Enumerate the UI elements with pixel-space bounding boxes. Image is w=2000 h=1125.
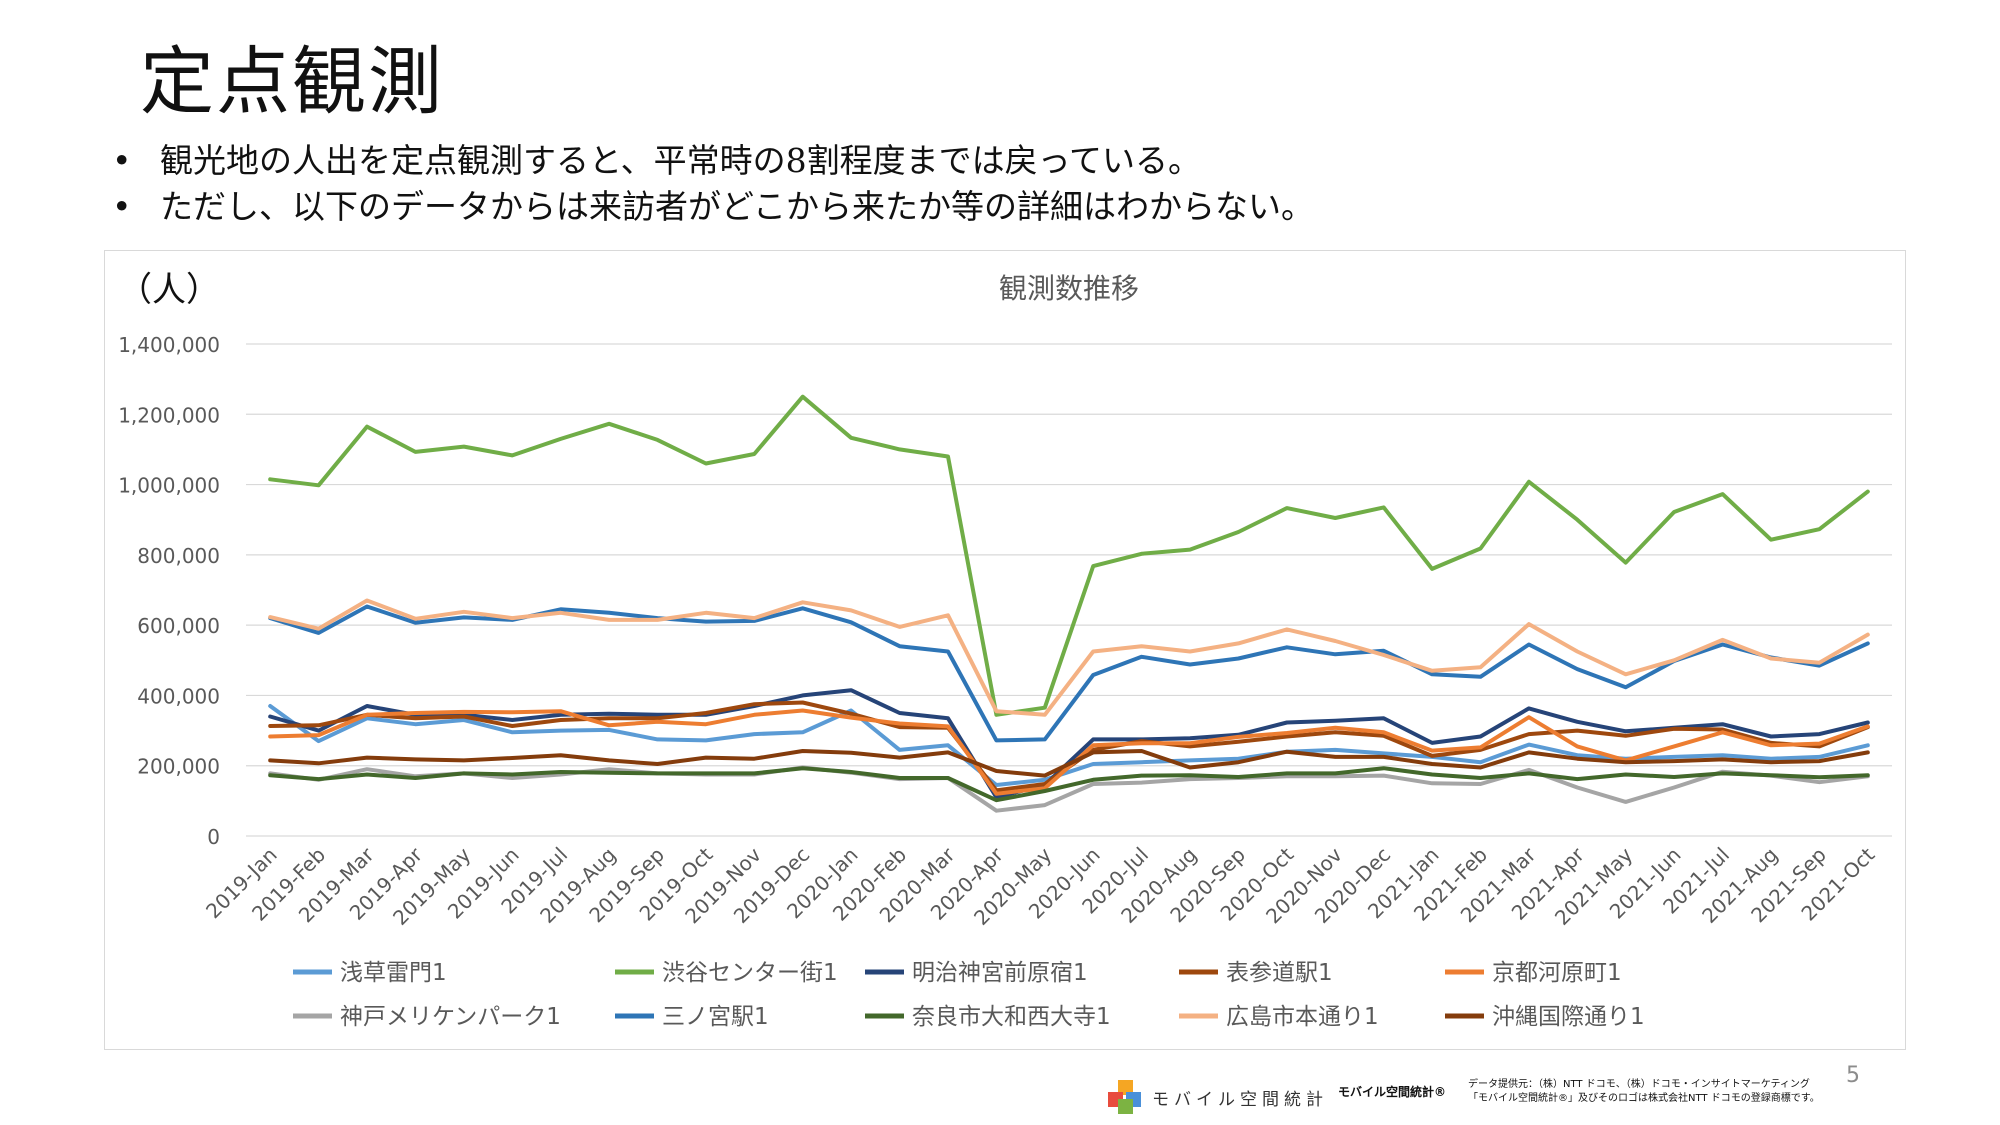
series-line (268, 765, 1870, 813)
y-tick-label: 1,200,000 (118, 403, 220, 427)
y-unit-label: （人） (118, 270, 220, 310)
series-line (268, 394, 1870, 717)
page-number: 5 (1846, 1063, 1860, 1088)
bullet-list: 観光地の人出を定点観測すると、平常時の8割程度までは戻っている。 ただし、以下の… (108, 138, 1314, 230)
logo-icon (1108, 1080, 1144, 1114)
series-line (268, 749, 1870, 778)
credit-line: 「モバイル空間統計®」及びそのロゴは株式会社NTT ドコモの登録商標です。 (1468, 1093, 1820, 1104)
credit-line: データ提供元：（株）NTT ドコモ、（株）ドコモ・インサイトマーケティング (1468, 1079, 1810, 1090)
legend-label: 浅草雷門1 (340, 960, 447, 986)
legend-label: 沖縄国際通り1 (1492, 1004, 1645, 1030)
y-tick-label: 0 (207, 825, 220, 849)
y-tick-label: 200,000 (137, 755, 220, 779)
legend-label: 京都河原町1 (1492, 960, 1622, 986)
legend-label: 奈良市大和西大寺1 (912, 1004, 1111, 1030)
bullet-item: ただし、以下のデータからは来訪者がどこから来たか等の詳細はわからない。 (108, 184, 1314, 230)
footer-logo: モバイル空間統計 (1108, 1080, 1328, 1114)
legend-label: 表参道駅1 (1226, 960, 1333, 986)
y-tick-label: 800,000 (137, 544, 220, 568)
y-tick-label: 400,000 (137, 684, 220, 708)
legend-label: 三ノ宮駅1 (662, 1004, 769, 1030)
series-line (268, 598, 1870, 717)
chart-frame (104, 250, 1906, 1050)
slide-title: 定点観測 (140, 39, 444, 125)
series-line (268, 766, 1870, 803)
chart-title: 観測数推移 (999, 272, 1139, 305)
y-tick-label: 600,000 (137, 614, 220, 638)
legend-label: 渋谷センター街1 (662, 960, 838, 986)
series-line (268, 704, 1870, 787)
logo-small-text: モバイル空間統計® (1338, 1085, 1447, 1099)
logo-text: モバイル空間統計 (1152, 1089, 1328, 1110)
series-line (268, 708, 1870, 796)
legend-label: 神戸メリケンパーク1 (340, 1004, 561, 1030)
y-tick-label: 1,400,000 (118, 333, 220, 357)
y-tick-label: 1,000,000 (118, 474, 220, 498)
legend-label: 明治神宮前原宿1 (912, 960, 1088, 986)
legend-label: 広島市本通り1 (1226, 1004, 1379, 1030)
bullet-item: 観光地の人出を定点観測すると、平常時の8割程度までは戻っている。 (108, 138, 1314, 184)
data-credits: データ提供元：（株）NTT ドコモ、（株）ドコモ・インサイトマーケティング 「モ… (1468, 1078, 1820, 1106)
